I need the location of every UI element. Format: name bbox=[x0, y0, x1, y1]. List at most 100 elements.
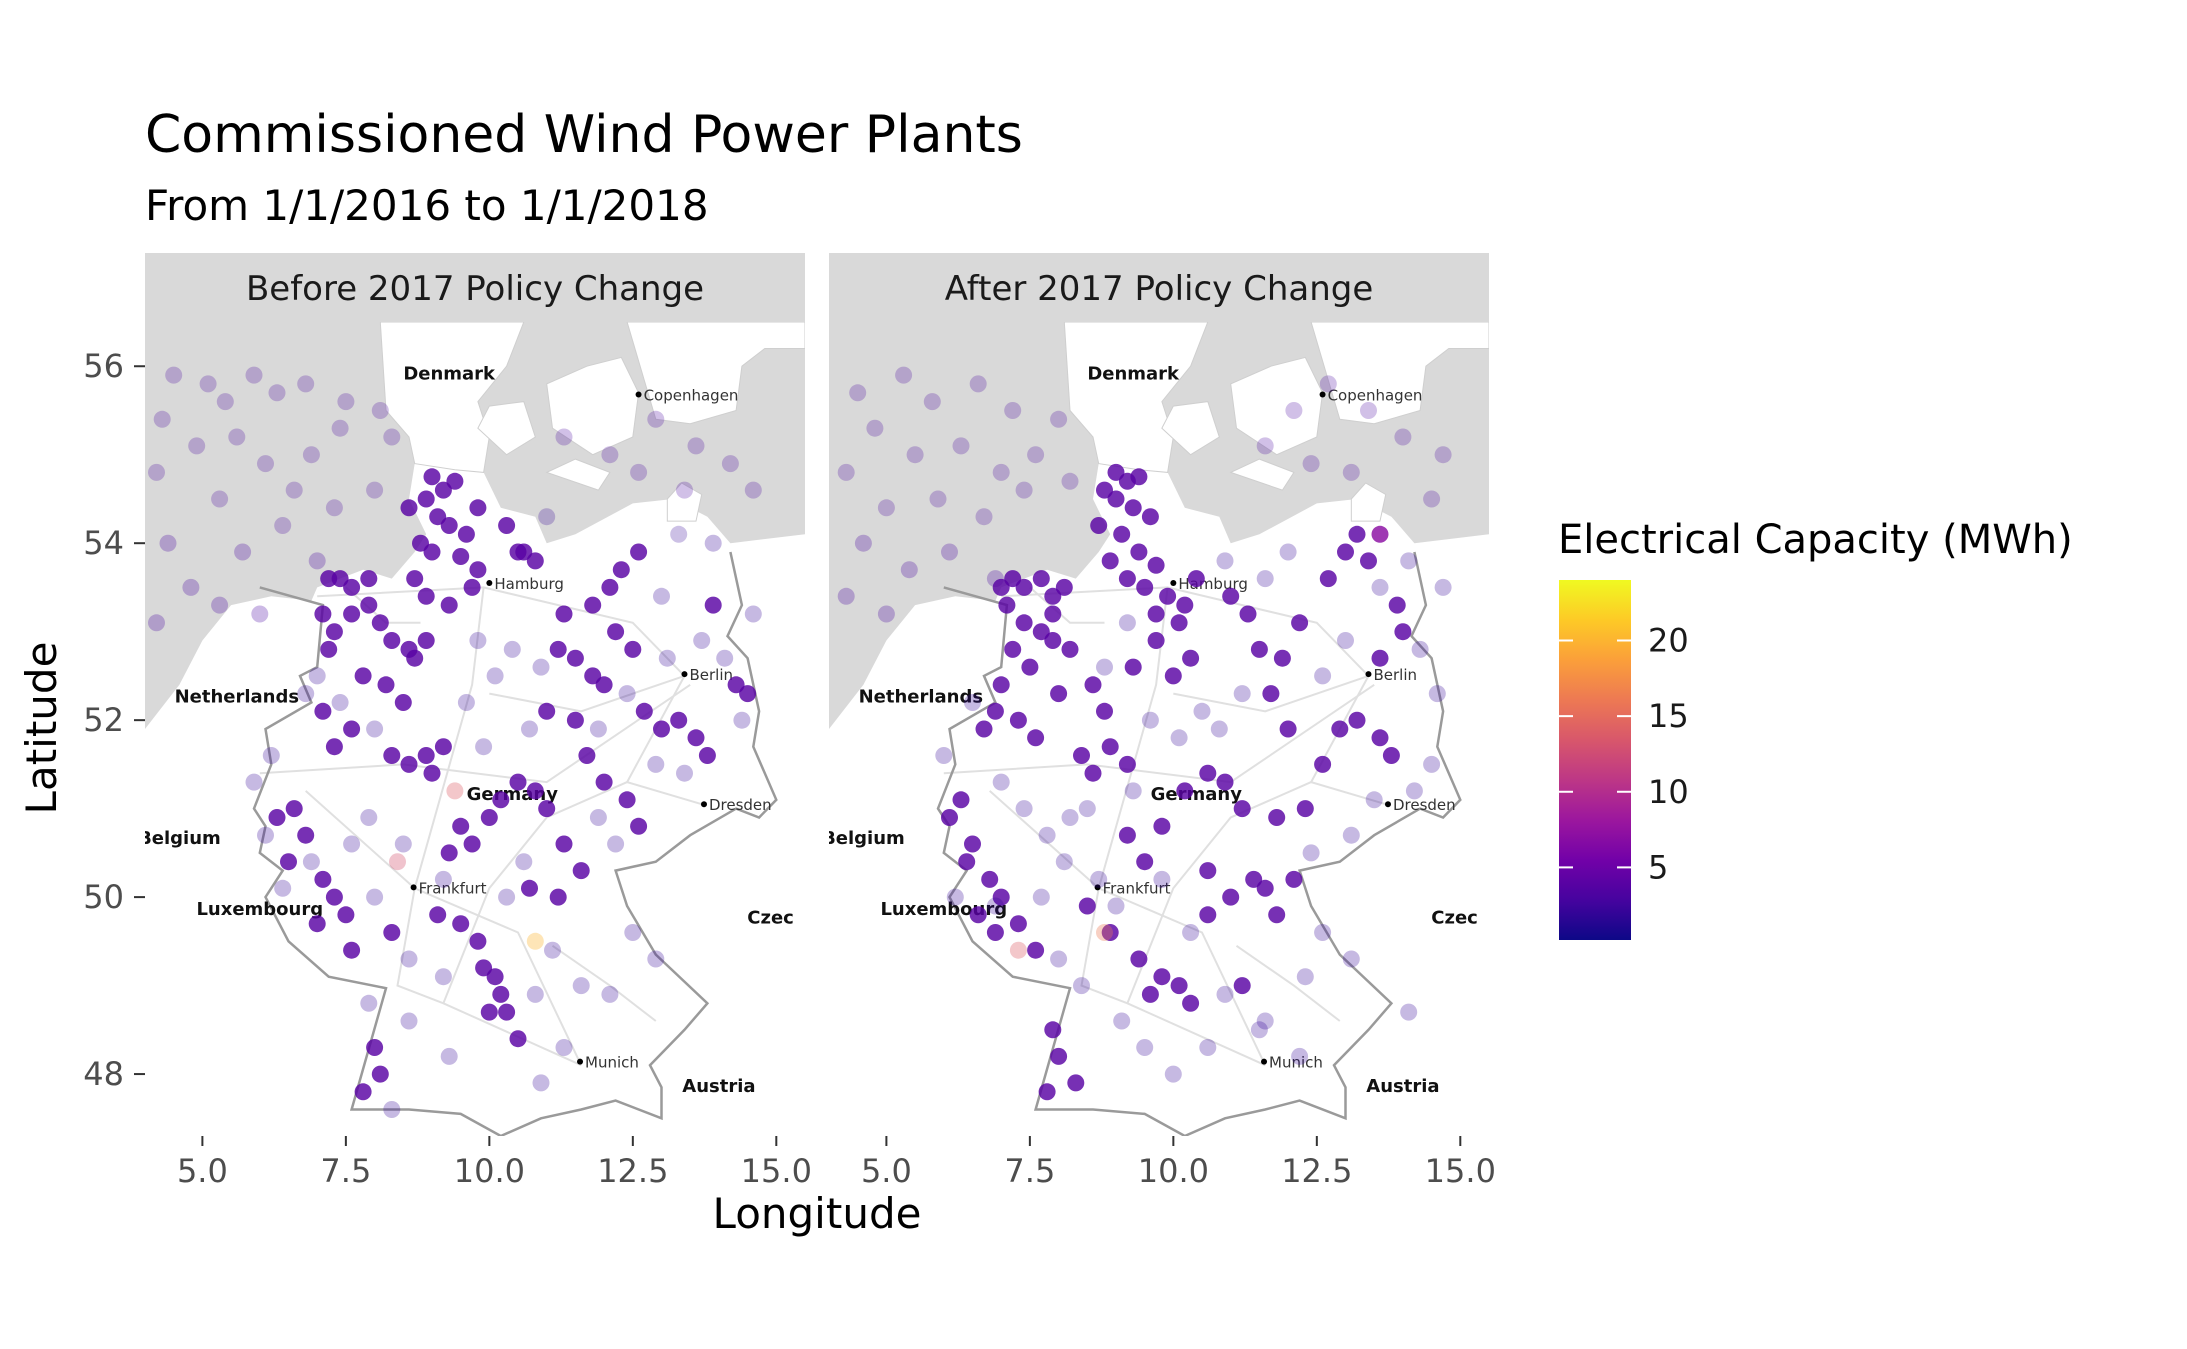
city-label: Berlin bbox=[689, 666, 733, 684]
plant-point bbox=[647, 410, 665, 428]
plant-point bbox=[1015, 800, 1033, 818]
plant-point bbox=[148, 614, 165, 632]
plant-point bbox=[1337, 632, 1354, 649]
plant-point bbox=[320, 640, 338, 658]
legend-tick-label: 15 bbox=[1648, 697, 1689, 735]
plant-point bbox=[1078, 897, 1096, 915]
plant-point bbox=[360, 570, 378, 588]
city-dot bbox=[1319, 391, 1326, 398]
plant-point bbox=[285, 481, 303, 499]
plant-point bbox=[216, 393, 234, 411]
plant-point bbox=[343, 941, 361, 959]
road-line bbox=[943, 683, 1375, 784]
plant-point bbox=[1044, 587, 1062, 605]
plant-point bbox=[389, 853, 406, 871]
plant-point bbox=[566, 711, 584, 729]
country-border bbox=[252, 551, 778, 1136]
plant-point bbox=[406, 649, 424, 667]
country-label: Czec bbox=[747, 908, 794, 929]
city-dot bbox=[486, 580, 493, 587]
plant-point bbox=[1096, 658, 1113, 676]
land-area bbox=[546, 356, 640, 456]
plant-point bbox=[480, 809, 498, 826]
city-dot bbox=[577, 1058, 584, 1065]
plant-point bbox=[1405, 782, 1423, 800]
plant-point bbox=[969, 906, 987, 924]
plant-point bbox=[251, 605, 269, 623]
plant-point bbox=[1027, 729, 1045, 747]
road-line bbox=[1097, 587, 1169, 889]
plant-point bbox=[1319, 375, 1337, 393]
plant-point bbox=[188, 437, 206, 455]
plant-point bbox=[601, 985, 619, 1003]
plant-point bbox=[1170, 614, 1188, 632]
plant-point bbox=[1044, 632, 1062, 649]
plant-point bbox=[1342, 826, 1360, 844]
plant-point bbox=[440, 1047, 458, 1065]
plant-point bbox=[1009, 941, 1027, 959]
plant-point bbox=[1382, 747, 1400, 764]
plant-point bbox=[1199, 906, 1217, 924]
plant-point bbox=[434, 481, 452, 499]
city-dot bbox=[1094, 884, 1101, 891]
country-label: Luxembourg bbox=[196, 899, 323, 920]
plant-point bbox=[475, 738, 493, 756]
plant-point bbox=[417, 587, 435, 605]
legend-ticks: 5 10 15 20 bbox=[1559, 622, 1689, 886]
plant-point bbox=[1101, 924, 1119, 941]
map-background: Denmark Copenhagen Hamburg Berlin Netherland… bbox=[145, 322, 805, 1136]
plant-point bbox=[211, 490, 229, 508]
plant-point bbox=[837, 463, 855, 481]
plant-point bbox=[1296, 800, 1314, 818]
plant-point bbox=[1279, 543, 1297, 561]
plant-point bbox=[1394, 623, 1412, 641]
plant-point bbox=[670, 525, 688, 543]
plant-point bbox=[325, 888, 343, 906]
plant-point bbox=[572, 862, 590, 880]
plant-point bbox=[1044, 605, 1062, 623]
legend-title: Electrical Capacity (MWh) bbox=[1558, 517, 2073, 563]
x-tick-label: 7.5 bbox=[1004, 1152, 1055, 1190]
plant-point bbox=[515, 853, 533, 871]
plant-point bbox=[687, 437, 705, 455]
plant-point bbox=[618, 791, 636, 809]
plant-point bbox=[992, 773, 1010, 791]
plant-point bbox=[245, 773, 263, 791]
plant-point bbox=[849, 384, 867, 402]
plant-point bbox=[1256, 570, 1274, 588]
road-line bbox=[1235, 944, 1341, 1022]
plant-point bbox=[383, 632, 401, 649]
city-label: Munich bbox=[585, 1054, 639, 1072]
plant-point bbox=[469, 932, 487, 950]
plant-point bbox=[1342, 463, 1360, 481]
plant-point bbox=[423, 543, 441, 561]
plant-point bbox=[234, 543, 252, 561]
city-dot bbox=[635, 391, 642, 398]
plant-point bbox=[607, 835, 625, 853]
road-line bbox=[989, 790, 1266, 1067]
plant-point bbox=[1285, 402, 1303, 419]
plant-point bbox=[1394, 428, 1412, 446]
plant-point bbox=[1291, 614, 1309, 632]
plant-point bbox=[1078, 800, 1096, 818]
city-label: Dresden bbox=[1393, 796, 1456, 814]
plant-point bbox=[721, 455, 739, 473]
plant-point bbox=[526, 985, 544, 1003]
plant-point bbox=[1038, 1083, 1056, 1101]
plant-point bbox=[1360, 402, 1377, 419]
plant-point bbox=[1170, 729, 1188, 747]
country-label: Austria bbox=[682, 1076, 755, 1097]
country-label: Netherlands bbox=[859, 686, 984, 707]
plant-point bbox=[630, 817, 648, 835]
plant-point bbox=[1124, 658, 1142, 676]
plant-point bbox=[400, 950, 418, 968]
city-dot bbox=[410, 884, 417, 891]
plant-point bbox=[1147, 632, 1165, 649]
plant-point bbox=[1107, 463, 1125, 481]
plant-point bbox=[538, 800, 556, 818]
plant-point bbox=[1314, 755, 1332, 773]
plant-point bbox=[182, 578, 200, 596]
plant-point bbox=[434, 738, 452, 756]
plant-point bbox=[1107, 490, 1125, 508]
